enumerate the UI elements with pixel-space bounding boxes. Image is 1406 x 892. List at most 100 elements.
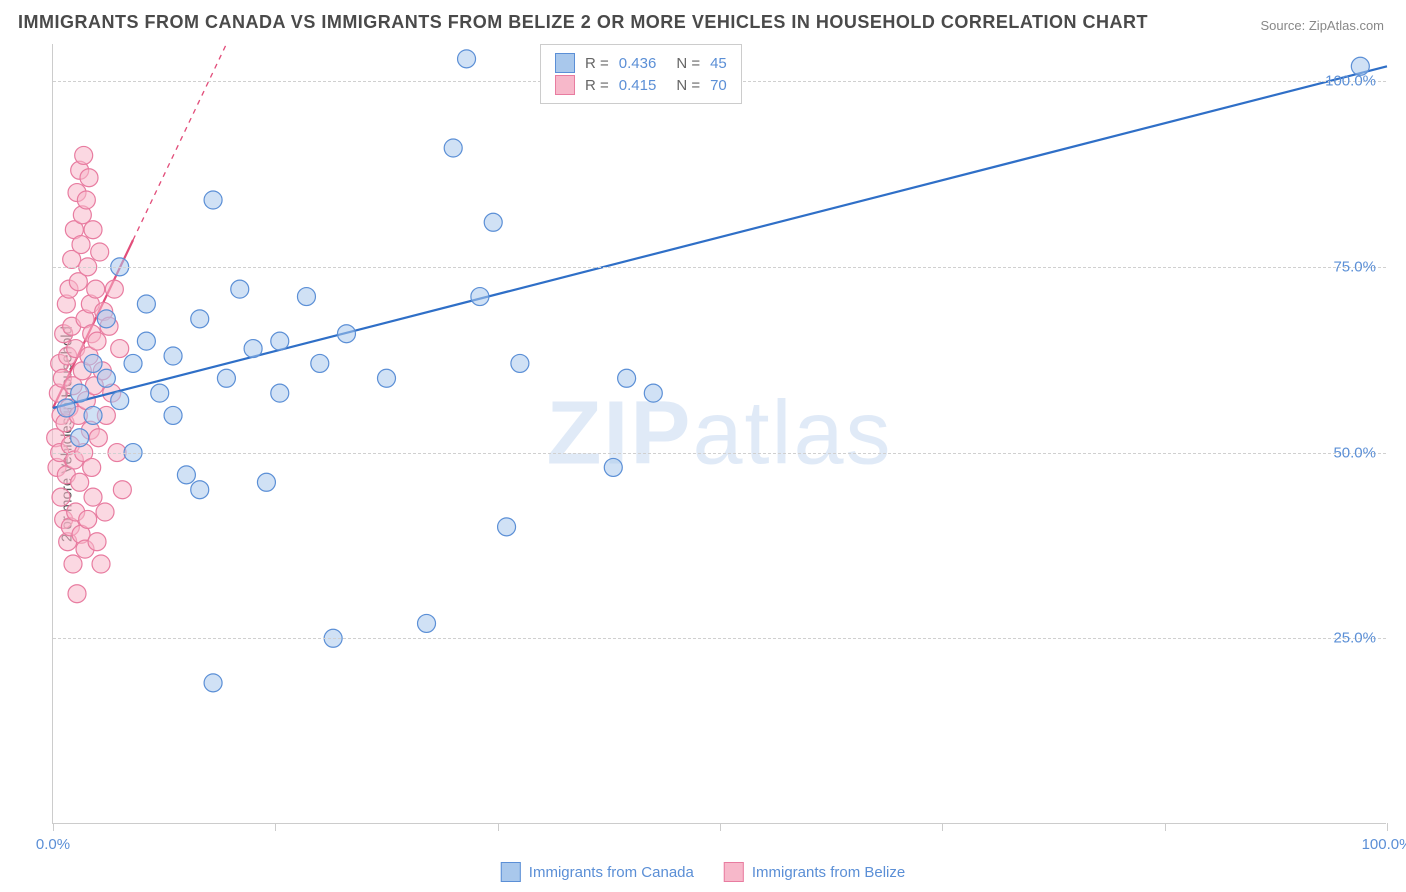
gridline <box>53 267 1386 268</box>
data-point <box>137 295 155 313</box>
series-legend: Immigrants from Canada Immigrants from Be… <box>501 862 905 882</box>
legend-n-value: 70 <box>710 77 727 94</box>
gridline <box>53 638 1386 639</box>
data-point <box>378 369 396 387</box>
chart-title: IMMIGRANTS FROM CANADA VS IMMIGRANTS FRO… <box>18 12 1148 33</box>
data-point <box>604 458 622 476</box>
x-tick <box>942 823 943 831</box>
x-tick <box>498 823 499 831</box>
data-point <box>97 369 115 387</box>
legend-swatch <box>501 862 521 882</box>
data-point <box>297 288 315 306</box>
data-point <box>311 354 329 372</box>
data-point <box>217 369 235 387</box>
data-point <box>75 146 93 164</box>
data-point <box>337 325 355 343</box>
data-point <box>71 473 89 491</box>
legend-item: Immigrants from Canada <box>501 862 694 882</box>
y-tick-label: 25.0% <box>1333 630 1376 647</box>
data-point <box>204 674 222 692</box>
data-point <box>84 406 102 424</box>
data-point <box>111 392 129 410</box>
data-point <box>511 354 529 372</box>
data-point <box>418 614 436 632</box>
data-point <box>87 280 105 298</box>
data-point <box>64 555 82 573</box>
y-tick-label: 75.0% <box>1333 258 1376 275</box>
data-point <box>68 585 86 603</box>
data-point <box>92 555 110 573</box>
data-point <box>271 384 289 402</box>
data-point <box>79 510 97 528</box>
data-point <box>84 221 102 239</box>
data-point <box>484 213 502 231</box>
gridline <box>53 453 1386 454</box>
data-point <box>498 518 516 536</box>
source-attribution: Source: ZipAtlas.com <box>1260 18 1384 33</box>
data-point <box>72 236 90 254</box>
data-point <box>177 466 195 484</box>
data-point <box>124 354 142 372</box>
data-point <box>83 458 101 476</box>
data-point <box>257 473 275 491</box>
data-point <box>89 429 107 447</box>
legend-label: Immigrants from Canada <box>529 864 694 881</box>
x-tick <box>53 823 54 831</box>
data-point <box>164 347 182 365</box>
data-point <box>105 280 123 298</box>
data-point <box>113 481 131 499</box>
legend-n-value: 45 <box>710 55 727 72</box>
data-point <box>97 310 115 328</box>
legend-swatch <box>555 53 575 73</box>
legend-r-value: 0.415 <box>619 77 657 94</box>
data-point <box>618 369 636 387</box>
data-point <box>71 384 89 402</box>
data-point <box>91 243 109 261</box>
legend-label: Immigrants from Belize <box>752 864 905 881</box>
data-point <box>71 429 89 447</box>
data-point <box>164 406 182 424</box>
legend-r-label: R = <box>585 77 609 94</box>
data-point <box>111 340 129 358</box>
y-tick-label: 100.0% <box>1325 73 1376 90</box>
legend-r-label: R = <box>585 55 609 72</box>
trend-line-dashed <box>133 44 226 240</box>
legend-n-label: N = <box>676 55 700 72</box>
data-point <box>88 533 106 551</box>
data-point <box>77 191 95 209</box>
x-tick <box>1165 823 1166 831</box>
data-point <box>57 399 75 417</box>
chart-svg <box>53 44 1386 823</box>
data-point <box>231 280 249 298</box>
data-point <box>644 384 662 402</box>
correlation-legend: R = 0.436 N = 45 R = 0.415 N = 70 <box>540 44 742 104</box>
legend-n-label: N = <box>676 77 700 94</box>
data-point <box>244 340 262 358</box>
data-point <box>444 139 462 157</box>
x-tick-label-right: 100.0% <box>1362 836 1406 853</box>
data-point <box>151 384 169 402</box>
x-tick <box>720 823 721 831</box>
y-tick-label: 50.0% <box>1333 444 1376 461</box>
x-tick <box>275 823 276 831</box>
legend-row: R = 0.415 N = 70 <box>555 75 727 95</box>
data-point <box>84 488 102 506</box>
data-point <box>458 50 476 68</box>
data-point <box>88 332 106 350</box>
legend-swatch <box>724 862 744 882</box>
data-point <box>52 488 70 506</box>
data-point <box>471 288 489 306</box>
data-point <box>204 191 222 209</box>
data-point <box>191 481 209 499</box>
plot-area: 2 or more Vehicles in Household ZIPatlas… <box>52 44 1386 824</box>
data-point <box>191 310 209 328</box>
data-point <box>80 169 98 187</box>
legend-r-value: 0.436 <box>619 55 657 72</box>
data-point <box>84 354 102 372</box>
x-tick <box>1387 823 1388 831</box>
legend-item: Immigrants from Belize <box>724 862 905 882</box>
data-point <box>96 503 114 521</box>
data-point <box>271 332 289 350</box>
x-tick-label-left: 0.0% <box>36 836 70 853</box>
legend-swatch <box>555 75 575 95</box>
